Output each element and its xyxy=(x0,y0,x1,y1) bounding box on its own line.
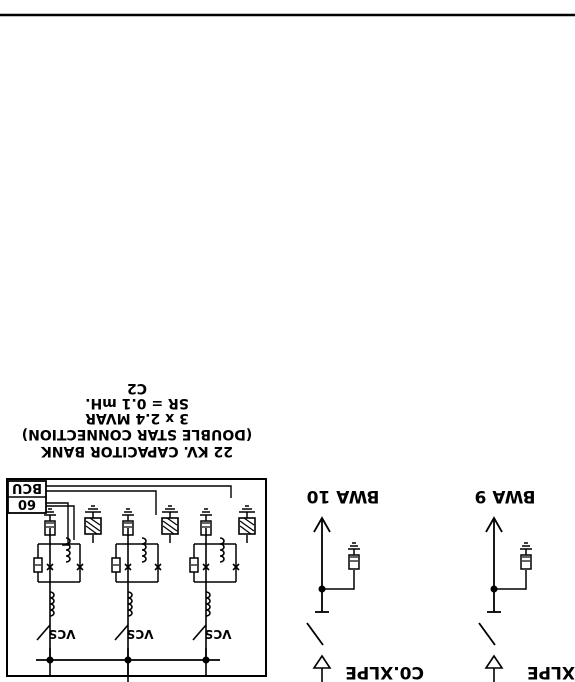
bank-label-line1: C2 xyxy=(127,380,147,396)
cable-label-2: XLPE xyxy=(527,662,575,682)
relay-box: BCU 60 xyxy=(7,480,232,546)
capacitor-leg-3: VCS xyxy=(189,505,256,676)
feeder-bwa-10: BWA 10 C0.XLPE xyxy=(306,486,424,682)
feeder-label-bwa-9: BWA 9 xyxy=(475,486,536,506)
capacitor-leg-2: VCS xyxy=(111,505,179,676)
relay-box-bottom: 60 xyxy=(18,496,36,511)
vcs-label-1: VCS xyxy=(49,627,76,641)
capacitor-bank-enclosure xyxy=(6,478,267,677)
feeder-label-bwa-10: BWA 10 xyxy=(306,486,379,506)
bank-label-line4: (DOUBLE STAR CONNECTION) xyxy=(22,426,253,442)
capacitor-leg-1: VCS xyxy=(33,505,102,676)
bank-label-line2: SR = 0.1 mH. xyxy=(85,395,189,411)
capacitor-bank-label: C2 SR = 0.1 mH. 3 x 2.4 MVAR (DOUBLE STA… xyxy=(22,380,253,459)
vcs-label-2: VCS xyxy=(127,627,154,641)
cable-label-1: C0.XLPE xyxy=(345,662,424,682)
bank-label-line3: 3 x 2.4 MVAR xyxy=(85,410,189,426)
feeder-bwa-9: BWA 9 XLPE xyxy=(475,486,575,682)
vcs-label-3: VCS xyxy=(205,627,232,641)
bank-label-line5: 22 KV. CAPACITOR BANK xyxy=(40,443,233,459)
relay-box-top: BCU xyxy=(12,480,42,495)
